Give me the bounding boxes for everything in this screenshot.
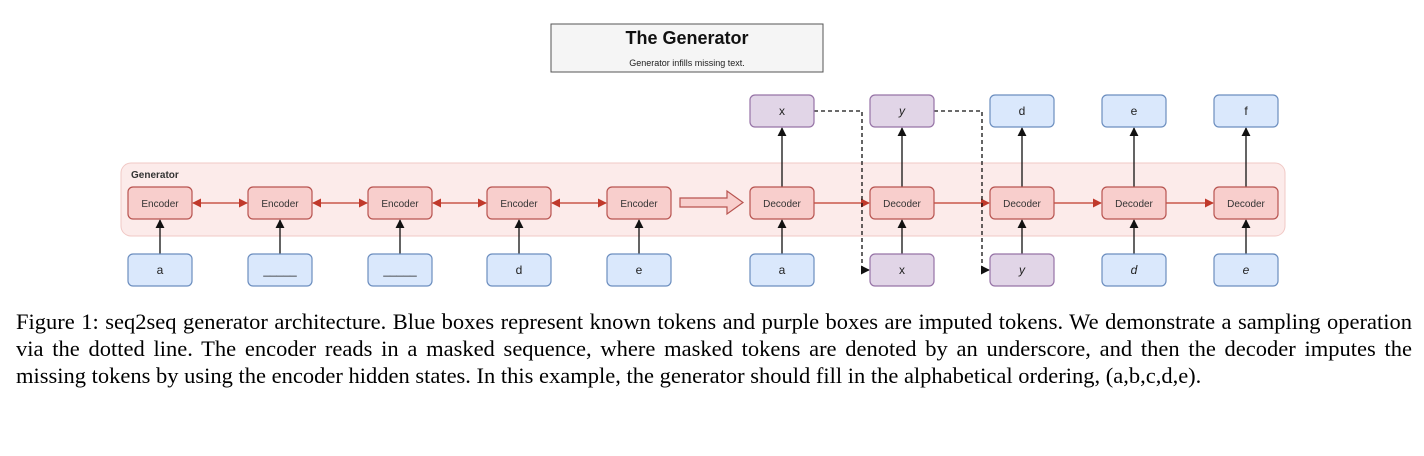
encoder-node-label: Encoder: [141, 199, 179, 210]
generator-diagram: The Generator Generator infills missing …: [120, 23, 1286, 287]
sampling-dotted-arrow: [934, 110, 990, 275]
encoder-input-token: d: [486, 253, 552, 287]
encoder-input-token: a: [127, 253, 193, 287]
title-box-subtitle: Generator infills missing text.: [629, 58, 745, 68]
decoder-output-token-label: d: [1019, 104, 1026, 118]
encoder-node: Encoder: [486, 186, 552, 220]
encoder-input-token-label: _____: [262, 263, 297, 277]
encoder-node-label: Encoder: [620, 199, 658, 210]
decoder-input-token-label: a: [779, 263, 786, 277]
edges-layer: [155, 110, 1251, 275]
decoder-output-token-label: y: [898, 104, 906, 118]
title-box-title: The Generator: [625, 28, 748, 48]
decoder-node-label: Decoder: [1227, 199, 1265, 210]
decoder-input-token-label: d: [1131, 263, 1138, 277]
decoder-input-token: d: [1101, 253, 1167, 287]
encoder-node-label: Encoder: [500, 199, 538, 210]
encoder-node-label: Encoder: [381, 199, 419, 210]
generator-group-label: Generator: [131, 170, 179, 181]
decoder-output-token: x: [749, 94, 815, 128]
encoder-node: Encoder: [367, 186, 433, 220]
decoder-input-token: a: [749, 253, 815, 287]
decoder-node: Decoder: [749, 186, 815, 220]
decoder-node: Decoder: [1101, 186, 1167, 220]
encoder-node-label: Encoder: [261, 199, 299, 210]
decoder-node-label: Decoder: [1115, 199, 1153, 210]
decoder-output-token: d: [989, 94, 1055, 128]
figure-caption: Figure 1: seq2seq generator architecture…: [16, 309, 1412, 388]
decoder-input-token-label: x: [899, 263, 905, 277]
encoder-input-token: _____: [367, 253, 433, 287]
decoder-input-token-label: y: [1018, 263, 1026, 277]
encoder-node: Encoder: [127, 186, 193, 220]
encoder-input-token-label: d: [516, 263, 523, 277]
title-box: The Generator Generator infills missing …: [550, 23, 824, 73]
encoder-node: Encoder: [606, 186, 672, 220]
encoder-input-token: e: [606, 253, 672, 287]
sampling-dotted-arrow: [814, 110, 870, 275]
encoder-input-token-label: e: [636, 263, 643, 277]
encoder-input-token: _____: [247, 253, 313, 287]
decoder-node-label: Decoder: [883, 199, 921, 210]
decoder-node: Decoder: [989, 186, 1055, 220]
decoder-output-token: f: [1213, 94, 1279, 128]
decoder-node: Decoder: [869, 186, 935, 220]
encoder-input-token-label: a: [157, 263, 164, 277]
decoder-node-label: Decoder: [763, 199, 801, 210]
decoder-input-token-label: e: [1243, 263, 1250, 277]
encoder-node: Encoder: [247, 186, 313, 220]
decoder-output-token-label: f: [1244, 104, 1248, 118]
decoder-node: Decoder: [1213, 186, 1279, 220]
decoder-input-token: e: [1213, 253, 1279, 287]
decoder-output-token-label: e: [1131, 104, 1138, 118]
decoder-node-label: Decoder: [1003, 199, 1041, 210]
decoder-output-token: y: [869, 94, 935, 128]
decoder-output-token: e: [1101, 94, 1167, 128]
encoder-input-token-label: _____: [382, 263, 417, 277]
decoder-output-token-label: x: [779, 104, 785, 118]
nodes-layer: Encoder a Encoder _____ Encoder _____ Encoder d…: [127, 94, 1279, 287]
encoder-to-decoder-arrow: [679, 189, 745, 216]
decoder-input-token: x: [869, 253, 935, 287]
decoder-input-token: y: [989, 253, 1055, 287]
